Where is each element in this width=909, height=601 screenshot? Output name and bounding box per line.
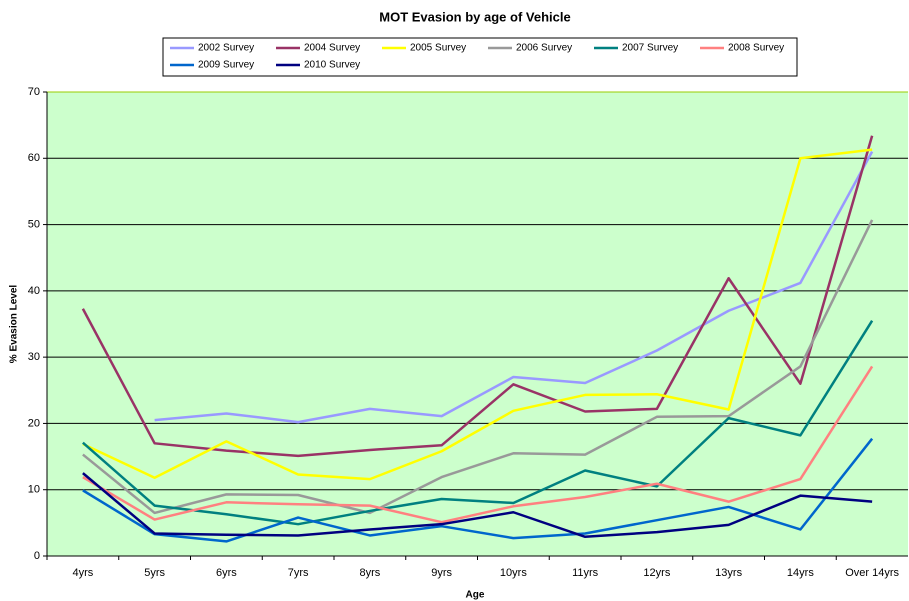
series-line: [82, 320, 874, 526]
legend-label: 2002 Survey: [198, 43, 254, 54]
legend-label: 2008 Survey: [728, 43, 784, 54]
x-tick-label: Over 14yrs: [845, 567, 899, 579]
y-axis-title: % Evasion Level: [9, 285, 20, 364]
x-axis-title: Age: [466, 590, 485, 601]
y-tick-label: 10: [28, 484, 40, 496]
legend-label: 2007 Survey: [622, 43, 678, 54]
legend-label: 2010 Survey: [304, 60, 360, 71]
series-line: [154, 151, 874, 424]
series-line: [81, 135, 874, 458]
x-tick-label: 13yrs: [715, 567, 742, 579]
y-tick-label: 40: [28, 285, 40, 297]
legend-box: [162, 37, 798, 77]
plot-area: [47, 92, 908, 556]
series-line: [82, 148, 873, 481]
y-tick-label: 0: [34, 550, 40, 562]
series-line: [82, 437, 874, 543]
x-tick-label: 8yrs: [359, 567, 380, 579]
legend: 2002 Survey 2004 Survey 2005 Survey 2006 Su…: [162, 37, 798, 77]
y-tick-label: 50: [28, 218, 40, 230]
x-tick-label: 11yrs: [572, 567, 599, 579]
legend-label: 2005 Survey: [410, 43, 466, 54]
legend-label: 2006 Survey: [516, 43, 572, 54]
legend-label: 2004 Survey: [304, 43, 360, 54]
y-tick-label: 70: [28, 86, 40, 98]
y-tick-label: 30: [28, 351, 40, 363]
chart-title: MOT Evasion by age of Vehicle: [379, 9, 570, 24]
series-line: [82, 365, 874, 524]
x-tick-label: 5yrs: [144, 567, 165, 579]
y-tick-label: 20: [28, 417, 40, 429]
x-tick-label: 14yrs: [787, 567, 814, 579]
x-tick-label: 9yrs: [431, 567, 452, 579]
x-tick-label: 7yrs: [288, 567, 309, 579]
series-line: [82, 219, 874, 515]
y-tick-label: 60: [28, 152, 40, 164]
x-tick-label: 12yrs: [643, 567, 670, 579]
x-tick-label: 6yrs: [216, 567, 237, 579]
x-tick-label: 10yrs: [500, 567, 527, 579]
x-tick-label: 4yrs: [72, 567, 93, 579]
legend-label: 2009 Survey: [198, 60, 254, 71]
series-line: [82, 472, 873, 539]
